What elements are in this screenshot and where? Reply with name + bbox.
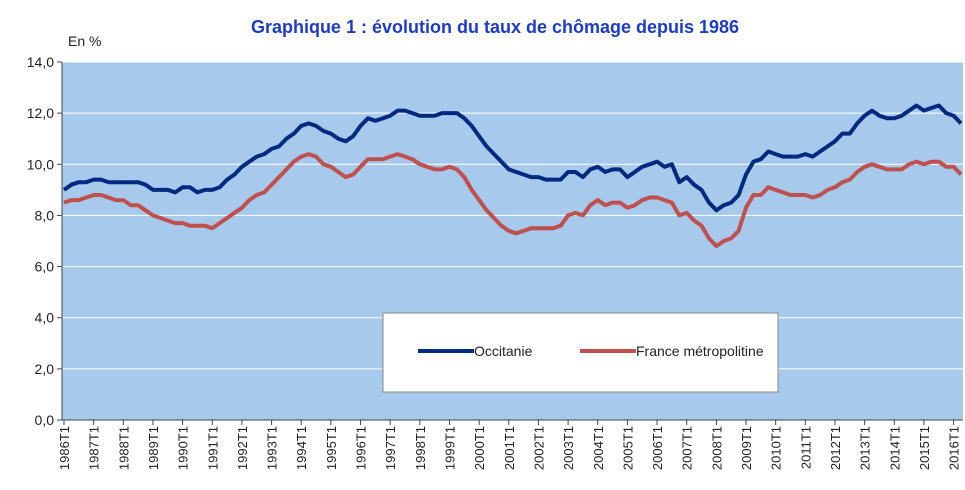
x-tick-label: 2012T1 (828, 426, 843, 470)
x-tick-label: 1999T1 (442, 426, 457, 470)
y-tick-label: 14,0 (27, 54, 54, 70)
x-tick-label: 1990T1 (176, 426, 191, 470)
chart-title: Graphique 1 : évolution du taux de chôma… (251, 17, 739, 37)
y-tick-label: 4,0 (35, 310, 55, 326)
x-tick-label: 1989T1 (146, 426, 161, 470)
x-tick-label: 1998T1 (413, 426, 428, 470)
x-tick-label: 2004T1 (591, 426, 606, 470)
y-tick-label: 12,0 (27, 105, 54, 121)
series-line (62, 103, 963, 213)
x-tick-label: 1997T1 (383, 426, 398, 470)
x-tick-label: 1995T1 (324, 426, 339, 470)
x-tick-label: 2014T1 (887, 426, 902, 470)
x-tick-label: 2008T1 (709, 426, 724, 470)
y-tick-label: 10,0 (27, 156, 54, 172)
x-tick-label: 1991T1 (205, 426, 220, 470)
x-tick-label: 2000T1 (472, 426, 487, 470)
y-axis-label: En % (68, 33, 101, 49)
x-tick-label: 2005T1 (620, 426, 635, 470)
legend-label: France métropolitine (636, 343, 764, 359)
y-tick-label: 2,0 (35, 361, 55, 377)
x-tick-label: 1996T1 (354, 426, 369, 470)
x-tick-label: 2001T1 (502, 426, 517, 470)
x-tick-label: 2009T1 (739, 426, 754, 470)
x-tick-label: 2002T1 (531, 426, 546, 470)
x-tick-label: 2006T1 (650, 426, 665, 470)
x-tick-label: 2015T1 (917, 426, 932, 470)
legend-label: Occitanie (474, 343, 533, 359)
y-tick-label: 0,0 (35, 412, 55, 428)
y-tick-label: 8,0 (35, 207, 55, 223)
x-tick-label: 1993T1 (265, 426, 280, 470)
x-tick-label: 1986T1 (57, 426, 72, 470)
x-tick-label: 1994T1 (294, 426, 309, 470)
x-tick-label: 2013T1 (858, 426, 873, 470)
x-tick-label: 1992T1 (235, 426, 250, 470)
x-tick-label: 2011T1 (798, 426, 813, 469)
x-tick-label: 2010T1 (769, 426, 784, 470)
x-tick-label: 1988T1 (116, 426, 131, 470)
y-tick-label: 6,0 (35, 259, 55, 275)
x-tick-label: 1987T1 (87, 426, 102, 470)
x-tick-label: 2003T1 (561, 426, 576, 470)
series-line (63, 152, 963, 249)
x-tick-label: 2016T1 (947, 426, 962, 470)
x-tick-label: 2007T1 (680, 426, 695, 470)
